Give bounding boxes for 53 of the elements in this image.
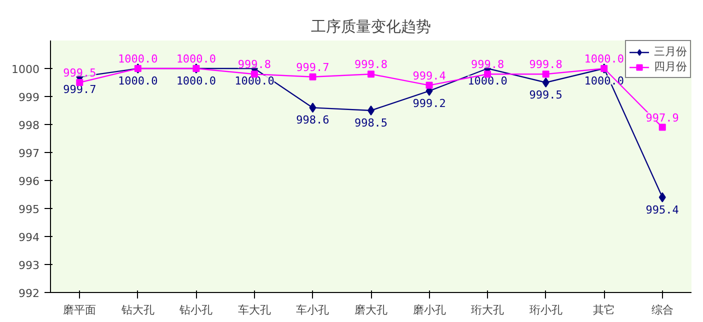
data-label: 1000.0 (118, 52, 158, 66)
x-tick-label: 磨小孔 (412, 304, 446, 316)
point (368, 70, 374, 78)
data-label: 1000.0 (118, 74, 158, 88)
data-label: 999.8 (238, 58, 272, 72)
data-label: 999.5 (63, 66, 96, 80)
data-label: 997.9 (646, 111, 679, 124)
y-tick-label: 998 (18, 119, 40, 132)
y-tick-label: 992 (18, 287, 40, 300)
y-tick-label: 995 (18, 203, 40, 216)
point (368, 106, 374, 116)
x-tick-label: 综合 (651, 304, 674, 316)
y-tick-label: 997 (18, 147, 40, 160)
data-label: 999.4 (412, 69, 446, 82)
x-tick-label: 其它 (593, 304, 616, 316)
y-tick-label: 999 (18, 91, 40, 104)
data-label: 1000.0 (584, 52, 624, 66)
data-label: 998.6 (296, 114, 330, 127)
data-label: 1000.0 (176, 52, 216, 66)
point (309, 102, 316, 113)
y-tick-label: 993 (18, 259, 40, 272)
x-tick-label: 钻大孔 (120, 304, 154, 316)
point (309, 73, 316, 80)
data-label: 999.7 (63, 82, 96, 96)
y-tick-label: 996 (18, 175, 40, 188)
data-label: 999.8 (470, 58, 504, 72)
x-tick-label: 磨平面 (63, 304, 96, 316)
x-tick-label: 珩小孔 (529, 304, 562, 316)
data-label: 1000.0 (468, 74, 508, 88)
data-label: 999.8 (529, 58, 562, 72)
data-label: 999.7 (296, 60, 330, 74)
chart-title: 工序质量变化趋势 (311, 18, 431, 36)
data-label: 999.8 (354, 58, 388, 72)
point (542, 78, 550, 88)
x-tick-label: 车大孔 (238, 304, 271, 316)
legend-label: 四月份 (654, 59, 687, 74)
x-tick-label: 车小孔 (296, 304, 330, 316)
x-tick-label: 磨大孔 (354, 304, 388, 316)
data-label: 999.2 (412, 96, 446, 110)
y-tick-label: 994 (18, 231, 40, 244)
data-label: 1000.0 (176, 74, 216, 88)
point (658, 124, 666, 131)
x-tick-label: 钻小孔 (178, 304, 213, 316)
point (426, 82, 433, 89)
legend-label: 三月份 (654, 44, 687, 59)
data-label: 995.4 (646, 203, 680, 216)
point (542, 70, 550, 78)
data-label: 998.5 (354, 116, 388, 130)
data-label: 999.5 (529, 88, 562, 102)
x-tick-label: 珩大孔 (471, 304, 504, 316)
y-tick-label: 1000 (12, 63, 40, 76)
data-label: 1000.0 (234, 74, 274, 88)
point (658, 192, 666, 202)
